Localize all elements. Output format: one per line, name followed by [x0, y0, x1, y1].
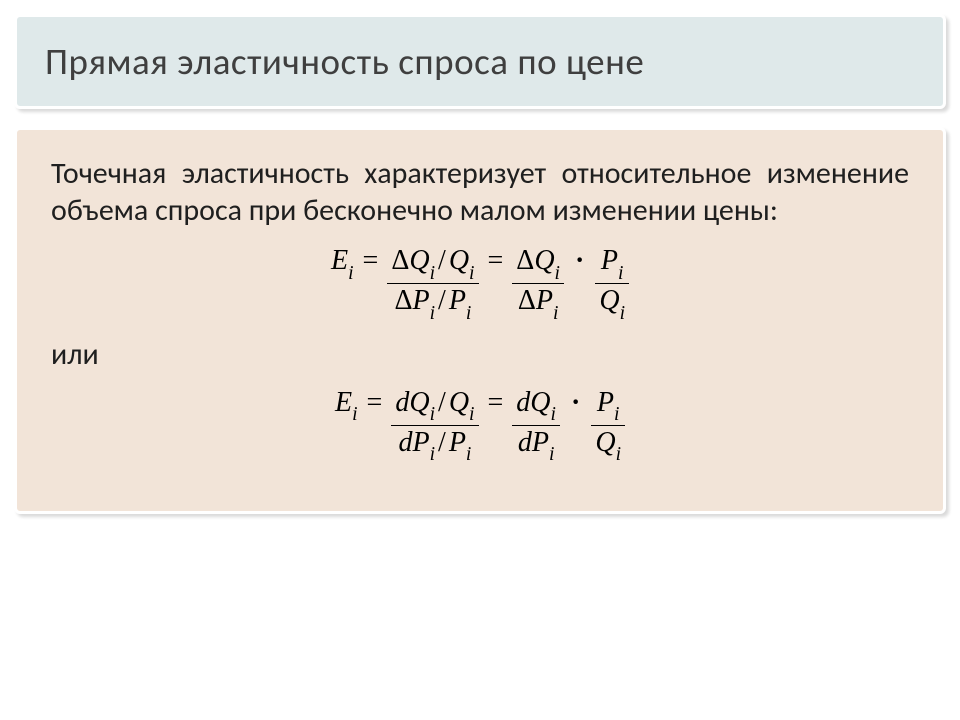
equals-1: =: [361, 245, 381, 276]
f2c-Q: Q: [595, 427, 615, 458]
f2-P2: P: [449, 427, 466, 458]
f1b-dP-p: P: [536, 285, 553, 316]
f1-frac1: ΔQi/Qi ΔPi/Pi: [387, 246, 478, 321]
f2b-dP-d: d: [518, 427, 532, 458]
equals-3: =: [365, 387, 385, 418]
f2-dQ-i: i: [430, 404, 435, 425]
formula-2: Ei = dQi/Qi dPi/Pi = dQi dPi · Pi Qi: [51, 387, 909, 463]
f2-frac1: dQi/Qi dPi/Pi: [391, 388, 478, 463]
f2-Q2-i: i: [469, 404, 474, 425]
f1-dP-p: P: [412, 285, 429, 316]
f2c-P: P: [597, 387, 614, 418]
f1b-dP-d: Δ: [518, 285, 536, 316]
f2c-P-i: i: [614, 404, 619, 425]
equation-2: Ei = dQi/Qi dPi/Pi = dQi dPi · Pi Qi: [335, 387, 625, 463]
f1b-dQ-i: i: [555, 263, 560, 284]
f2-dP-d: d: [398, 427, 412, 458]
f2-dP-p: P: [412, 427, 429, 458]
f2-dQ-q: Q: [409, 387, 429, 418]
f1-dQ-i: i: [430, 263, 435, 284]
f1-P2: P: [449, 285, 466, 316]
equals-4: =: [486, 387, 506, 418]
f1c-P: P: [601, 245, 618, 276]
f2-frac3: Pi Qi: [591, 388, 625, 463]
title-box: Прямая эластичность спроса по цене: [14, 14, 946, 109]
f1-lhs-base: E: [331, 245, 348, 276]
f2-dP-i: i: [430, 444, 435, 465]
f2b-dQ-d: d: [516, 387, 530, 418]
f2b-dQ-q: Q: [530, 387, 550, 418]
cdot-2: ·: [567, 387, 584, 418]
f2-dQ-d: d: [395, 387, 409, 418]
f1-frac3: Pi Qi: [595, 246, 629, 321]
f1-P2-i: i: [466, 303, 471, 324]
f1c-P-i: i: [618, 263, 623, 284]
paragraph: Точечная эластичность характеризует отно…: [51, 156, 909, 229]
f1-dQ-d: Δ: [391, 245, 409, 276]
cdot-1: ·: [571, 245, 588, 276]
f1-Q2: Q: [449, 245, 469, 276]
f2b-dP-p: P: [532, 427, 549, 458]
f1-dP-d: Δ: [394, 285, 412, 316]
f1b-dQ-d: Δ: [516, 245, 534, 276]
f2c-Q-i: i: [616, 444, 621, 465]
equation-1: Ei = ΔQi/Qi ΔPi/Pi = ΔQi ΔPi · Pi Qi: [331, 245, 629, 321]
equals-2: =: [486, 245, 506, 276]
f1-lhs-sub: i: [348, 263, 353, 284]
f2b-dP-i: i: [549, 444, 554, 465]
content-box: Точечная эластичность характеризует отно…: [14, 127, 946, 514]
f1-frac2: ΔQi ΔPi: [512, 246, 564, 321]
f2-lhs-sub: i: [352, 404, 357, 425]
slide: Прямая эластичность спроса по цене Точеч…: [0, 0, 960, 720]
f1b-dP-i: i: [553, 303, 558, 324]
f1-dQ-q: Q: [409, 245, 429, 276]
f1c-Q: Q: [599, 285, 619, 316]
f2b-dQ-i: i: [551, 404, 556, 425]
f2-frac2: dQi dPi: [512, 388, 560, 463]
slide-title: Прямая эластичность спроса по цене: [45, 39, 915, 84]
formula-1: Ei = ΔQi/Qi ΔPi/Pi = ΔQi ΔPi · Pi Qi: [51, 245, 909, 321]
f2-lhs-base: E: [335, 387, 352, 418]
f1c-Q-i: i: [620, 303, 625, 324]
f1-Q2-i: i: [469, 263, 474, 284]
f2-P2-i: i: [466, 444, 471, 465]
f2-Q2: Q: [449, 387, 469, 418]
f1b-dQ-q: Q: [534, 245, 554, 276]
f1-dP-i: i: [430, 303, 435, 324]
or-label: или: [51, 336, 909, 373]
